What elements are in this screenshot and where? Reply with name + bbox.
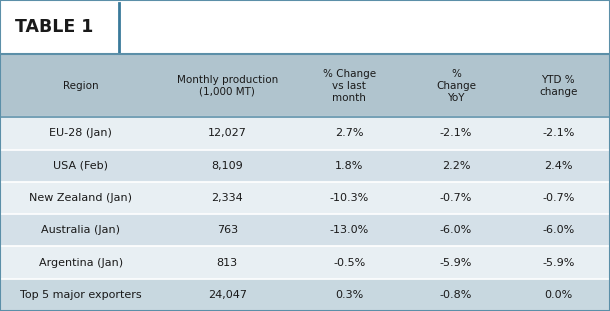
Text: -2.1%: -2.1% xyxy=(542,128,575,138)
Text: -5.9%: -5.9% xyxy=(440,258,472,267)
Text: 763: 763 xyxy=(217,225,238,235)
Text: -0.8%: -0.8% xyxy=(440,290,472,300)
Text: Top 5 major exporters: Top 5 major exporters xyxy=(20,290,142,300)
Text: % Change
vs last
month: % Change vs last month xyxy=(323,69,376,103)
Text: New Zealand (Jan): New Zealand (Jan) xyxy=(29,193,132,203)
Text: %
Change
YoY: % Change YoY xyxy=(436,69,476,103)
Text: -0.5%: -0.5% xyxy=(333,258,365,267)
Text: -0.7%: -0.7% xyxy=(440,193,472,203)
Text: -13.0%: -13.0% xyxy=(329,225,369,235)
Text: 813: 813 xyxy=(217,258,238,267)
Text: Monthly production
(1,000 MT): Monthly production (1,000 MT) xyxy=(177,75,278,97)
Text: -0.7%: -0.7% xyxy=(542,193,575,203)
Bar xyxy=(0,150,610,182)
Text: 2,334: 2,334 xyxy=(211,193,243,203)
Text: -6.0%: -6.0% xyxy=(542,225,574,235)
Bar xyxy=(0,117,610,150)
Text: Australia (Jan): Australia (Jan) xyxy=(41,225,120,235)
Bar xyxy=(0,279,610,311)
Text: -10.3%: -10.3% xyxy=(329,193,369,203)
Bar xyxy=(0,182,610,214)
Text: EU-28 (Jan): EU-28 (Jan) xyxy=(49,128,112,138)
Text: TABLE 1: TABLE 1 xyxy=(15,18,93,36)
Text: 0.3%: 0.3% xyxy=(335,290,364,300)
Text: 2.2%: 2.2% xyxy=(442,161,470,171)
Text: Argentina (Jan): Argentina (Jan) xyxy=(39,258,123,267)
Text: 2.4%: 2.4% xyxy=(544,161,572,171)
Text: 1.8%: 1.8% xyxy=(335,161,364,171)
Text: 8,109: 8,109 xyxy=(211,161,243,171)
Bar xyxy=(0,54,610,117)
Text: -6.0%: -6.0% xyxy=(440,225,472,235)
Text: Region: Region xyxy=(63,81,99,91)
Bar xyxy=(0,214,610,246)
Text: -2.1%: -2.1% xyxy=(440,128,472,138)
Text: 12,027: 12,027 xyxy=(208,128,246,138)
Text: 24,047: 24,047 xyxy=(208,290,246,300)
Text: USA (Feb): USA (Feb) xyxy=(53,161,109,171)
Text: -5.9%: -5.9% xyxy=(542,258,575,267)
Text: YTD %
change: YTD % change xyxy=(539,75,577,97)
Text: 0.0%: 0.0% xyxy=(544,290,572,300)
Text: 2.7%: 2.7% xyxy=(335,128,364,138)
Bar xyxy=(0,246,610,279)
